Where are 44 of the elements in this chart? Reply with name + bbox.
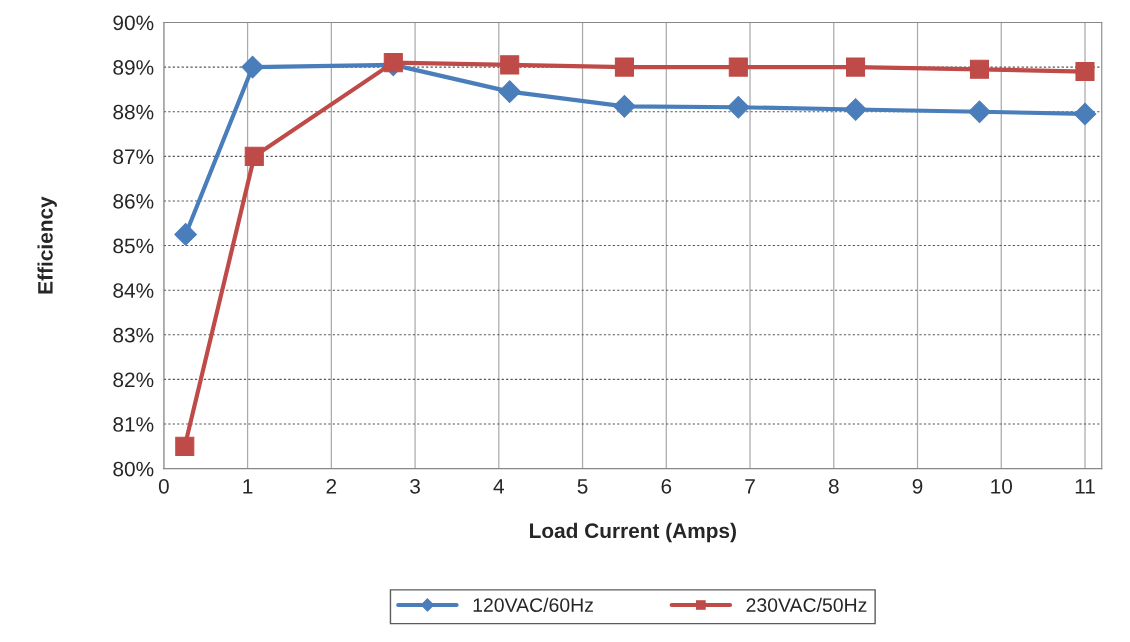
point [383,53,403,73]
y-tick-label: 82% [113,372,154,388]
x-tick-label: 9 [912,478,923,494]
y-tick-label: 87% [113,149,154,165]
point [968,100,991,124]
point [498,80,522,103]
y-axis-title: Efficiency [37,196,57,294]
x-tick-label: 6 [661,478,672,494]
point [244,146,264,166]
x-tick-label: 11 [1075,479,1095,494]
x-tick-label: 3 [410,478,420,494]
x-tick-label: 8 [828,478,839,494]
y-tick-label: 84% [113,283,154,298]
x-tick-label: 0 [158,478,169,494]
point [614,57,634,77]
point [175,436,195,456]
legend-label: 230VAC/50Hz [746,597,867,612]
point [1075,62,1095,82]
x-tick-label: 5 [577,479,588,494]
y-tick-label: 88% [113,104,154,120]
x-tick-label: 10 [991,478,1013,494]
point [241,55,264,79]
x-tick-label: 2 [326,478,337,494]
point [726,95,750,119]
point [728,57,748,77]
point [500,55,520,75]
x-tick-label: 7 [745,479,755,494]
y-tick-label: 81% [113,417,154,432]
point [969,59,990,79]
point [613,95,636,118]
y-tick-label: 83% [113,327,154,343]
point [844,98,867,121]
x-tick-label: 4 [493,479,504,494]
legend-label: 120VAC/60Hz [473,597,593,612]
y-tick-label: 86% [113,193,154,209]
y-tick-label: 90% [113,15,154,31]
point [174,223,197,246]
y-tick-label: 80% [113,461,154,477]
point [1073,102,1097,126]
x-axis-title: Load Current (Amps) [530,522,736,543]
x-tick-label: 1 [243,479,253,494]
point [846,57,866,77]
y-tick-label: 89% [113,60,154,75]
y-tick-label: 85% [113,238,154,254]
